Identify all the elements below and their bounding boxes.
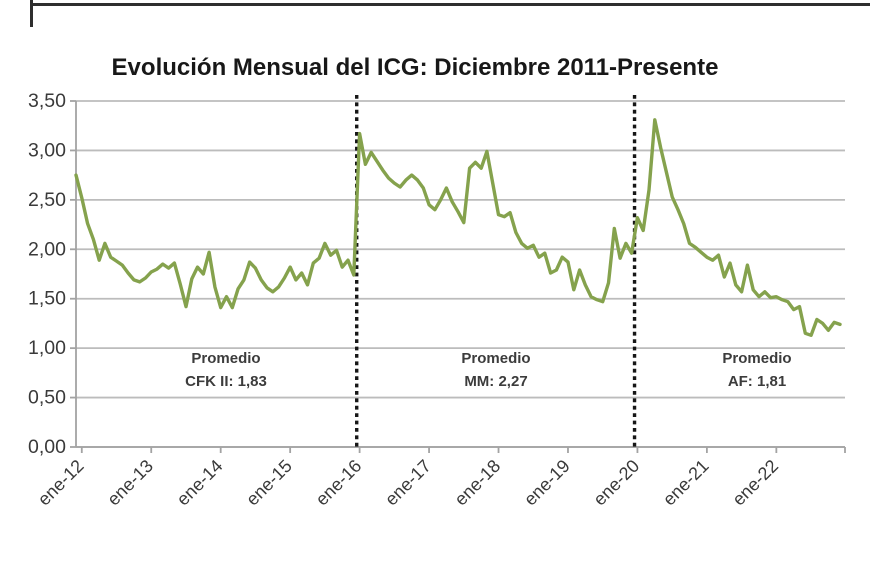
x-tick-label: ene-13 [103,456,157,510]
x-tick-label: ene-20 [589,456,643,510]
y-tick-label: 0,50 [28,387,66,409]
gridlines [70,100,845,448]
x-tick-label: ene-19 [520,456,574,510]
top-rule-line [30,3,870,6]
divider-lines [355,95,637,447]
x-axis-labels: ene-12 ene-13 ene-14 ene-15 ene-16 ene-17 ene-… [34,447,846,510]
promedio-annotation: Promedio AF: 1,81 [722,350,791,390]
y-tick-label: 3,00 [28,139,66,161]
y-axis-labels: 0,00 0,50 1,00 1,50 2,00 2,50 3,00 3,50 [28,90,66,458]
x-tick-label: ene-12 [34,456,88,510]
icg-series-line [74,118,842,337]
x-tick-label: ene-16 [312,456,366,510]
y-tick-label: 3,50 [28,90,66,112]
promedio-annotation: Promedio MM: 2,27 [461,350,530,390]
promedio-annotation: Promedio CFK II: 1,83 [185,350,267,390]
y-tick-label: 2,00 [28,238,66,260]
chart-title: Evolución Mensual del ICG: Diciembre 201… [111,54,719,81]
x-tick-label: ene-18 [451,456,505,510]
y-tick-label: 1,00 [28,337,66,359]
top-rule-left-stub [30,0,33,27]
y-tick-label: 2,50 [28,189,66,211]
y-tick-label: 0,00 [28,436,66,458]
x-tick-label: ene-22 [728,456,782,510]
x-tick-label: ene-14 [173,456,227,510]
y-tick-label: 1,50 [28,288,66,310]
x-tick-label: ene-17 [381,456,435,510]
x-tick-label: ene-21 [659,456,713,510]
x-tick-label: ene-15 [242,456,296,510]
annotations: Promedio CFK II: 1,83 Promedio MM: 2,27 Prom… [185,350,791,390]
